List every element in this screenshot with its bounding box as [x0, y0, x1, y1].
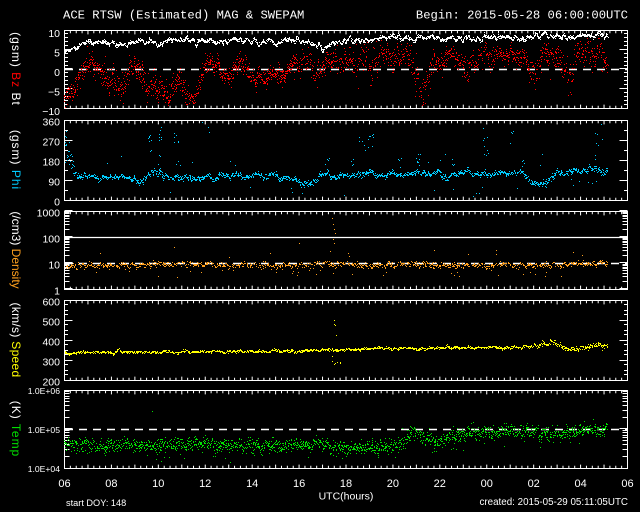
svg-text:10: 10 [152, 478, 164, 490]
svg-text:UTC(hours): UTC(hours) [319, 491, 374, 503]
svg-text:−5: −5 [48, 87, 60, 99]
svg-text:12: 12 [199, 478, 211, 490]
svg-text:600: 600 [42, 297, 60, 309]
svg-text:10: 10 [48, 260, 60, 272]
svg-text:created: 2015-05-29 05:11:05UT: created: 2015-05-29 05:11:05UTC [480, 497, 629, 508]
svg-text:(/cm3) Density: (/cm3) Density [9, 211, 23, 288]
svg-text:300: 300 [42, 357, 60, 369]
svg-text:(gsm) Phi: (gsm) Phi [9, 130, 23, 190]
svg-text:0: 0 [54, 67, 60, 79]
svg-text:06: 06 [58, 478, 70, 490]
svg-text:start DOY: 148: start DOY: 148 [66, 498, 126, 508]
svg-text:500: 500 [42, 317, 60, 329]
svg-text:1.0E+06: 1.0E+06 [28, 386, 60, 396]
svg-text:22: 22 [434, 478, 446, 490]
svg-text:360: 360 [42, 117, 60, 129]
svg-text:(km/s) Speed: (km/s) Speed [9, 303, 23, 378]
svg-text:5: 5 [54, 48, 60, 60]
svg-text:16: 16 [293, 478, 305, 490]
svg-text:(gsm) Bz Bt: (gsm) Bz Bt [9, 32, 23, 106]
svg-text:00: 00 [481, 478, 493, 490]
svg-text:180: 180 [42, 157, 60, 169]
svg-text:ACE RTSW (Estimated) MAG & SWE: ACE RTSW (Estimated) MAG & SWEPAM [63, 9, 304, 23]
svg-text:02: 02 [528, 478, 540, 490]
svg-text:10: 10 [48, 28, 60, 40]
svg-text:400: 400 [42, 337, 60, 349]
svg-text:−10: −10 [42, 106, 60, 118]
svg-text:Begin: 2015-05-28 06:00:00UTC: Begin: 2015-05-28 06:00:00UTC [416, 9, 628, 23]
svg-text:08: 08 [105, 478, 117, 490]
svg-text:06: 06 [621, 478, 633, 490]
svg-text:1: 1 [54, 286, 60, 298]
svg-text:0: 0 [54, 197, 60, 209]
svg-text:1000: 1000 [37, 208, 61, 220]
svg-text:200: 200 [42, 377, 60, 389]
svg-text:(K) Temp: (K) Temp [9, 401, 23, 457]
svg-text:14: 14 [246, 478, 258, 490]
svg-text:18: 18 [340, 478, 352, 490]
svg-text:100: 100 [42, 234, 60, 246]
svg-text:20: 20 [387, 478, 399, 490]
svg-text:1.0E+05: 1.0E+05 [28, 425, 60, 435]
svg-text:90: 90 [48, 177, 60, 189]
svg-text:1.0E+04: 1.0E+04 [28, 464, 60, 474]
svg-text:04: 04 [574, 478, 586, 490]
svg-text:270: 270 [42, 137, 60, 149]
